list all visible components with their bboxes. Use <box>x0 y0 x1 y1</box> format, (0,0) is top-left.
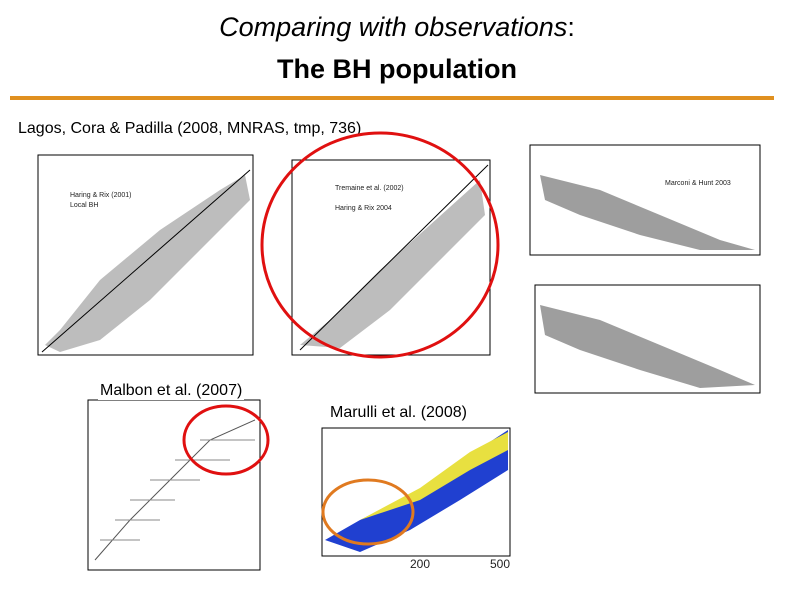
plot-middle: Tremaine et al. (2002) Haring & Rix 2004 <box>291 159 491 356</box>
plot-malbon <box>87 399 261 571</box>
plot-bottom-right <box>534 284 761 394</box>
legend-text: Tremaine et al. (2002) <box>335 185 404 192</box>
plot-marulli: 200 500 <box>321 427 511 571</box>
malbon-label: Malbon et al. (2007) <box>98 382 245 400</box>
highlight-circle <box>260 131 500 359</box>
legend-text: Haring & Rix (2001) <box>70 192 131 199</box>
plot-top-right: Marconi & Hunt 2003 <box>529 144 761 256</box>
highlight-circle <box>321 478 415 546</box>
legend-text: Haring & Rix 2004 <box>335 205 392 212</box>
plot-left: Haring & Rix (2001) Local BH <box>37 154 254 356</box>
legend-text: Local BH <box>70 202 98 209</box>
citation: Lagos, Cora & Padilla (2008, MNRAS, tmp,… <box>18 120 362 137</box>
title-line-2: The BH population <box>277 54 517 84</box>
title-suffix: : <box>567 12 575 42</box>
title-line-1: Comparing with observations: <box>0 12 794 43</box>
x-tick-label: 500 <box>490 557 510 571</box>
marulli-label: Marulli et al. (2008) <box>328 404 469 422</box>
divider <box>10 96 774 100</box>
x-tick-label: 200 <box>410 557 430 571</box>
legend-text: Marconi & Hunt 2003 <box>665 180 731 187</box>
highlight-circle <box>182 404 270 476</box>
title-italic: Comparing with observations <box>219 12 568 42</box>
